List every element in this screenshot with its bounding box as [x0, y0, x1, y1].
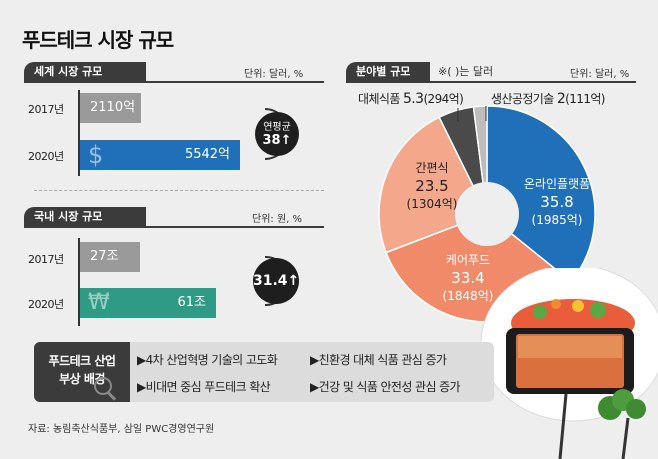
convenience-value: 23.5: [415, 177, 449, 195]
domestic-growth-value: 31.4↑: [253, 273, 300, 289]
dollar-sign-icon: $: [88, 141, 104, 169]
online-label: 온라인플랫폼 35.8 (1985억): [512, 176, 602, 228]
domestic-unit: 단위: 원, %: [252, 214, 303, 225]
domestic-bar-2017-label: 27조: [90, 249, 119, 264]
field-unit: 단위: 달러, %: [570, 69, 630, 80]
domestic-growth-badge: 31.4↑: [253, 258, 299, 304]
prod-name: 생산공정기술: [491, 92, 554, 106]
domestic-section-header: 국내 시장 규모: [24, 207, 146, 226]
prod-usd: (111억): [565, 92, 605, 106]
domestic-year-2020: 2020년: [28, 298, 64, 311]
convenience-usd: (1304억): [406, 197, 458, 211]
online-usd: (1985억): [531, 213, 583, 227]
world-growth-value: 38↑: [262, 133, 292, 148]
delivery-usd: (1848억): [442, 289, 494, 303]
alt-label: 대체식품 5.3(294억): [358, 90, 464, 107]
background-item-4: ▶건강 및 식품 안전성 관심 증가: [310, 380, 461, 394]
source-note: 자료: 농림축산식품부, 삼일 PWC경영연구원: [28, 424, 215, 435]
domestic-bar-2020-label: 61조: [177, 295, 206, 310]
won-sign-icon: ₩: [88, 290, 110, 315]
background-label-line1: 푸드테크 산업: [48, 354, 116, 368]
world-year-2020: 2020년: [28, 150, 64, 163]
alt-value: 5.3: [402, 91, 424, 107]
world-bar-2017-label: 2110억: [90, 100, 136, 115]
convenience-name: 간편식: [415, 161, 449, 175]
domestic-header-line: [24, 226, 324, 228]
domestic-axis: [78, 238, 80, 326]
world-growth-title: 연평균: [263, 122, 291, 133]
world-growth-badge: 연평균 38↑: [255, 112, 299, 156]
world-year-2017: 2017년: [28, 103, 64, 116]
delivery-label: 케어푸드 33.4 (1848억): [428, 252, 508, 304]
background-item-1: ▶4차 산업혁명 기술의 고도화: [137, 353, 278, 367]
delivery-name: 케어푸드: [445, 253, 491, 267]
field-note: ※( )는 달러: [438, 65, 494, 78]
magnifier-icon: [94, 377, 112, 395]
world-section-header: 세계 시장 규모: [24, 62, 146, 81]
convenience-label: 간편식 23.5 (1304억): [392, 160, 472, 212]
world-bar-2017: 2110억: [80, 93, 141, 123]
online-value: 35.8: [540, 193, 574, 211]
delivery-value: 33.4: [451, 269, 485, 287]
world-header-line: [24, 81, 324, 83]
online-name: 온라인플랫폼: [523, 177, 591, 191]
background-label-box: 푸드테크 산업 부상 배경: [34, 342, 130, 402]
pie-slice-online: [486, 105, 596, 283]
world-divider: [34, 190, 324, 191]
background-item-2: ▶친환경 대체 식품 관심 증가: [310, 353, 447, 367]
world-bar-2020: $ 5542억: [80, 140, 240, 170]
field-header-line: [346, 81, 636, 83]
prod-label: 생산공정기술 2(111억): [491, 90, 605, 107]
field-section-header: 분야별 규모: [346, 62, 430, 81]
world-axis: [78, 90, 80, 176]
background-item-3: ▶비대면 중심 푸드테크 확산: [137, 380, 271, 394]
pie-center-hole: [455, 182, 519, 246]
world-unit: 단위: 달러, %: [244, 69, 304, 80]
domestic-bar-2017: 27조: [80, 242, 140, 272]
domestic-year-2017: 2017년: [28, 253, 64, 266]
domestic-bar-2020: ₩ 61조: [80, 288, 216, 318]
food-plate-illustration: [480, 268, 658, 459]
world-bar-2020-label: 5542억: [184, 147, 230, 162]
page-title: 푸드테크 시장 규모: [22, 28, 174, 52]
alt-name: 대체식품: [358, 92, 400, 106]
alt-usd: (294억): [423, 92, 464, 106]
prod-value: 2: [556, 91, 566, 107]
background-label-line2: 부상 배경: [59, 372, 105, 386]
